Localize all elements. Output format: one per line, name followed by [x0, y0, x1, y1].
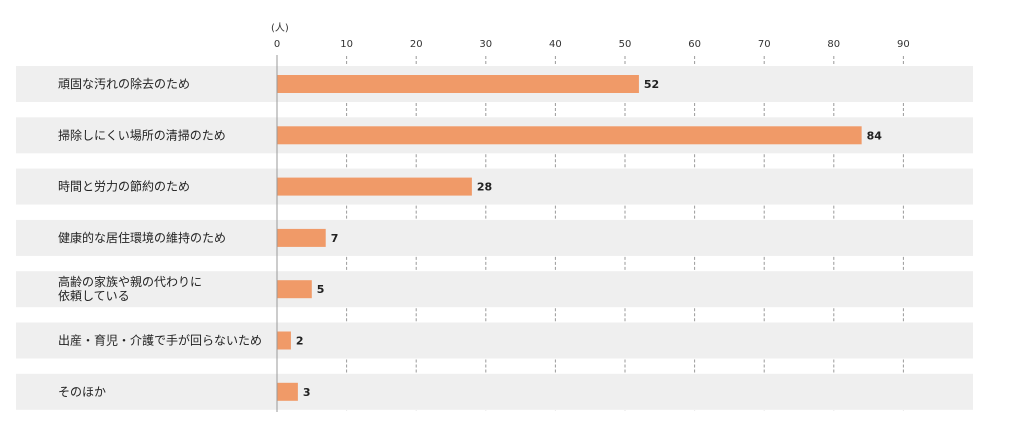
- category-label: そのほか: [58, 385, 106, 399]
- bar: [277, 75, 639, 93]
- data-label: 52: [644, 78, 659, 91]
- data-label: 7: [331, 232, 339, 245]
- data-label: 5: [317, 283, 325, 296]
- bar: [277, 382, 298, 401]
- bar: [277, 280, 312, 299]
- x-tick-label: 20: [410, 39, 423, 50]
- category-label: 依頼している: [58, 288, 130, 303]
- data-label: 3: [303, 386, 311, 399]
- category-label: 健康的な居住環境の維持のため: [58, 230, 226, 245]
- data-label: 84: [867, 129, 883, 142]
- category-label: 掃除しにくい場所の清掃のため: [58, 127, 226, 142]
- x-tick-label: 70: [758, 39, 771, 50]
- x-tick-label: 60: [688, 39, 701, 50]
- x-tick-label: 30: [479, 39, 492, 50]
- bar: [277, 126, 862, 145]
- bar: [277, 331, 291, 350]
- bar: [277, 228, 326, 247]
- row-band: [16, 219, 973, 256]
- x-tick-label: 90: [897, 39, 910, 50]
- category-label: 頑固な汚れの除去のため: [58, 76, 190, 91]
- x-tick-label: 50: [619, 39, 632, 50]
- row-band: [16, 373, 973, 410]
- x-tick-labels: 0 10 20 30 40 50 60 70 80 90: [274, 39, 910, 50]
- category-labels: 頑固な汚れの除去のため掃除しにくい場所の清掃のため時間と労力の節約のため健康的な…: [58, 76, 262, 399]
- x-tick-label: 0: [274, 39, 280, 50]
- row-band: [16, 322, 973, 359]
- data-label: 28: [477, 181, 492, 194]
- category-label: 出産・育児・介護で手が回らないため: [58, 333, 262, 348]
- x-tick-label: 10: [340, 39, 353, 50]
- axis-unit-label: (人): [271, 22, 289, 34]
- row-bands: [16, 66, 973, 410]
- bars: [277, 75, 862, 401]
- bar: [277, 177, 472, 196]
- category-label: 時間と労力の節約のため: [58, 179, 190, 194]
- x-tick-label: 40: [549, 39, 562, 50]
- category-label: 高齢の家族や親の代わりに: [58, 274, 202, 289]
- x-tick-label: 80: [827, 39, 840, 50]
- gridlines: [346, 56, 904, 411]
- row-band: [16, 168, 973, 205]
- row-band: [16, 271, 973, 308]
- data-label: 2: [296, 335, 304, 348]
